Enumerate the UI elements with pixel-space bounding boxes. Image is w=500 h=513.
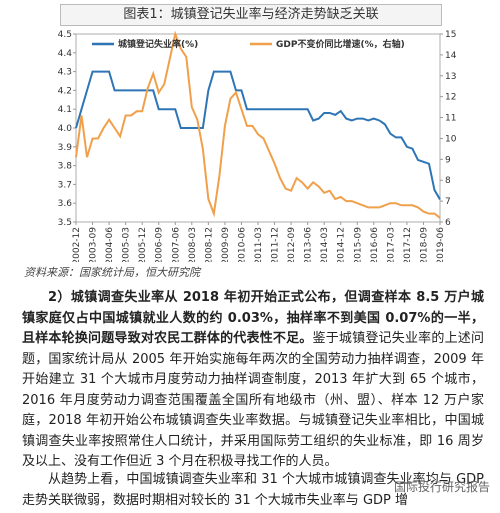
x-tick-label: 2008-03: [188, 227, 198, 262]
y-tick-label: 4.1: [58, 105, 72, 115]
paragraph: 2）城镇调查失业率从 2018 年初开始正式公布，但调查样本 8.5 万户城镇家…: [22, 288, 484, 473]
text: 鉴于城镇登记失业率的上述问题，国家统计局从 2005 年开始实施每年两次的全国劳…: [22, 331, 484, 469]
x-tick-label: 2017-03: [386, 227, 396, 262]
legend-label: 城镇登记失业率(%): [118, 38, 198, 50]
x-tick-label: 2004-06: [105, 227, 115, 262]
x-tick-label: 2003-09: [89, 227, 99, 262]
y2-tick-label: 10: [445, 134, 457, 144]
x-tick-label: 2019-06: [436, 227, 446, 262]
legend-label: GDP不变价同比增速(%，右轴): [276, 38, 405, 50]
y-tick-label: 4.5: [58, 30, 72, 40]
plot-frame: [75, 33, 441, 223]
y2-tick-label: 14: [445, 51, 457, 61]
series-line: [75, 70, 441, 200]
x-tick-label: 2012-09: [287, 227, 297, 262]
y-tick-label: 3.5: [58, 218, 72, 228]
y-tick-label: 4.3: [58, 68, 72, 78]
x-tick-label: 2011-03: [254, 227, 264, 262]
y2-tick-label: 13: [445, 72, 456, 82]
x-tick-label: 2015-09: [353, 227, 363, 262]
chart: 3.5 3.6 3.7 3.8 3.9 4.0 4.1 4.2 4.3 4.4 4.5 6 7 8 9 10 1…: [58, 30, 457, 262]
x-tick-label: 2010-06: [237, 227, 247, 262]
y-tick-label: 3.9: [58, 143, 73, 153]
x-tick-label: 2018-09: [419, 227, 429, 262]
x-tick-label: 2014-03: [320, 227, 330, 262]
y-tick-label: 4.4: [58, 49, 73, 59]
series-line: [75, 30, 441, 219]
figure-title: 图表1：城镇登记失业率与经济走势缺乏关联: [60, 4, 442, 26]
x-tick-label: 2009-09: [221, 227, 231, 262]
y2-tick-label: 9: [445, 155, 451, 165]
y-tick-label: 3.7: [58, 180, 72, 190]
watermark: 国际投行研究报告: [393, 480, 490, 494]
x-tick-label: 2005-03: [122, 227, 132, 262]
y2-tick-label: 6: [445, 218, 451, 228]
y-tick-label: 4.2: [58, 86, 72, 96]
bold-text: 2）城镇调查失业率从 2018 年初开始正式公布，但调查样本 8.5 万户城镇家…: [22, 290, 484, 346]
x-tick-label: 2014-12: [337, 227, 347, 262]
y2-tick-label: 15: [445, 30, 456, 40]
x-tick-label: 2005-12: [138, 227, 148, 262]
paragraph: 从趋势上看，中国城镇调查失业率和 31 个大城市城镇调查失业率均与 GDP 走势…: [22, 470, 484, 511]
source: 资料来源：国家统计局，恒大研究院: [24, 266, 200, 279]
x-tick-label: 2011-12: [271, 227, 281, 262]
x-tick-label: 2006-09: [155, 227, 165, 262]
y2-tick-label: 8: [445, 176, 451, 186]
x-tick-label: 2013-06: [304, 227, 314, 262]
y2-tick-label: 7: [445, 197, 451, 207]
y2-tick-label: 12: [445, 93, 456, 103]
y-tick-label: 3.6: [58, 199, 73, 209]
x-tick-label: 2007-06: [171, 227, 181, 262]
x-tick-label: 2016-06: [370, 227, 380, 262]
x-tick-label: 2002-12: [72, 227, 82, 262]
text: 从趋势上看，中国城镇调查失业率和 31 个大城市城镇调查失业率均与 GDP 走势…: [22, 472, 484, 508]
y-tick-label: 4.0: [58, 124, 73, 134]
y-tick-label: 3.8: [58, 162, 73, 172]
x-tick-label: 2017-12: [403, 227, 413, 262]
x-tick-label: 2008-12: [204, 227, 214, 262]
y2-tick-label: 11: [445, 114, 456, 124]
